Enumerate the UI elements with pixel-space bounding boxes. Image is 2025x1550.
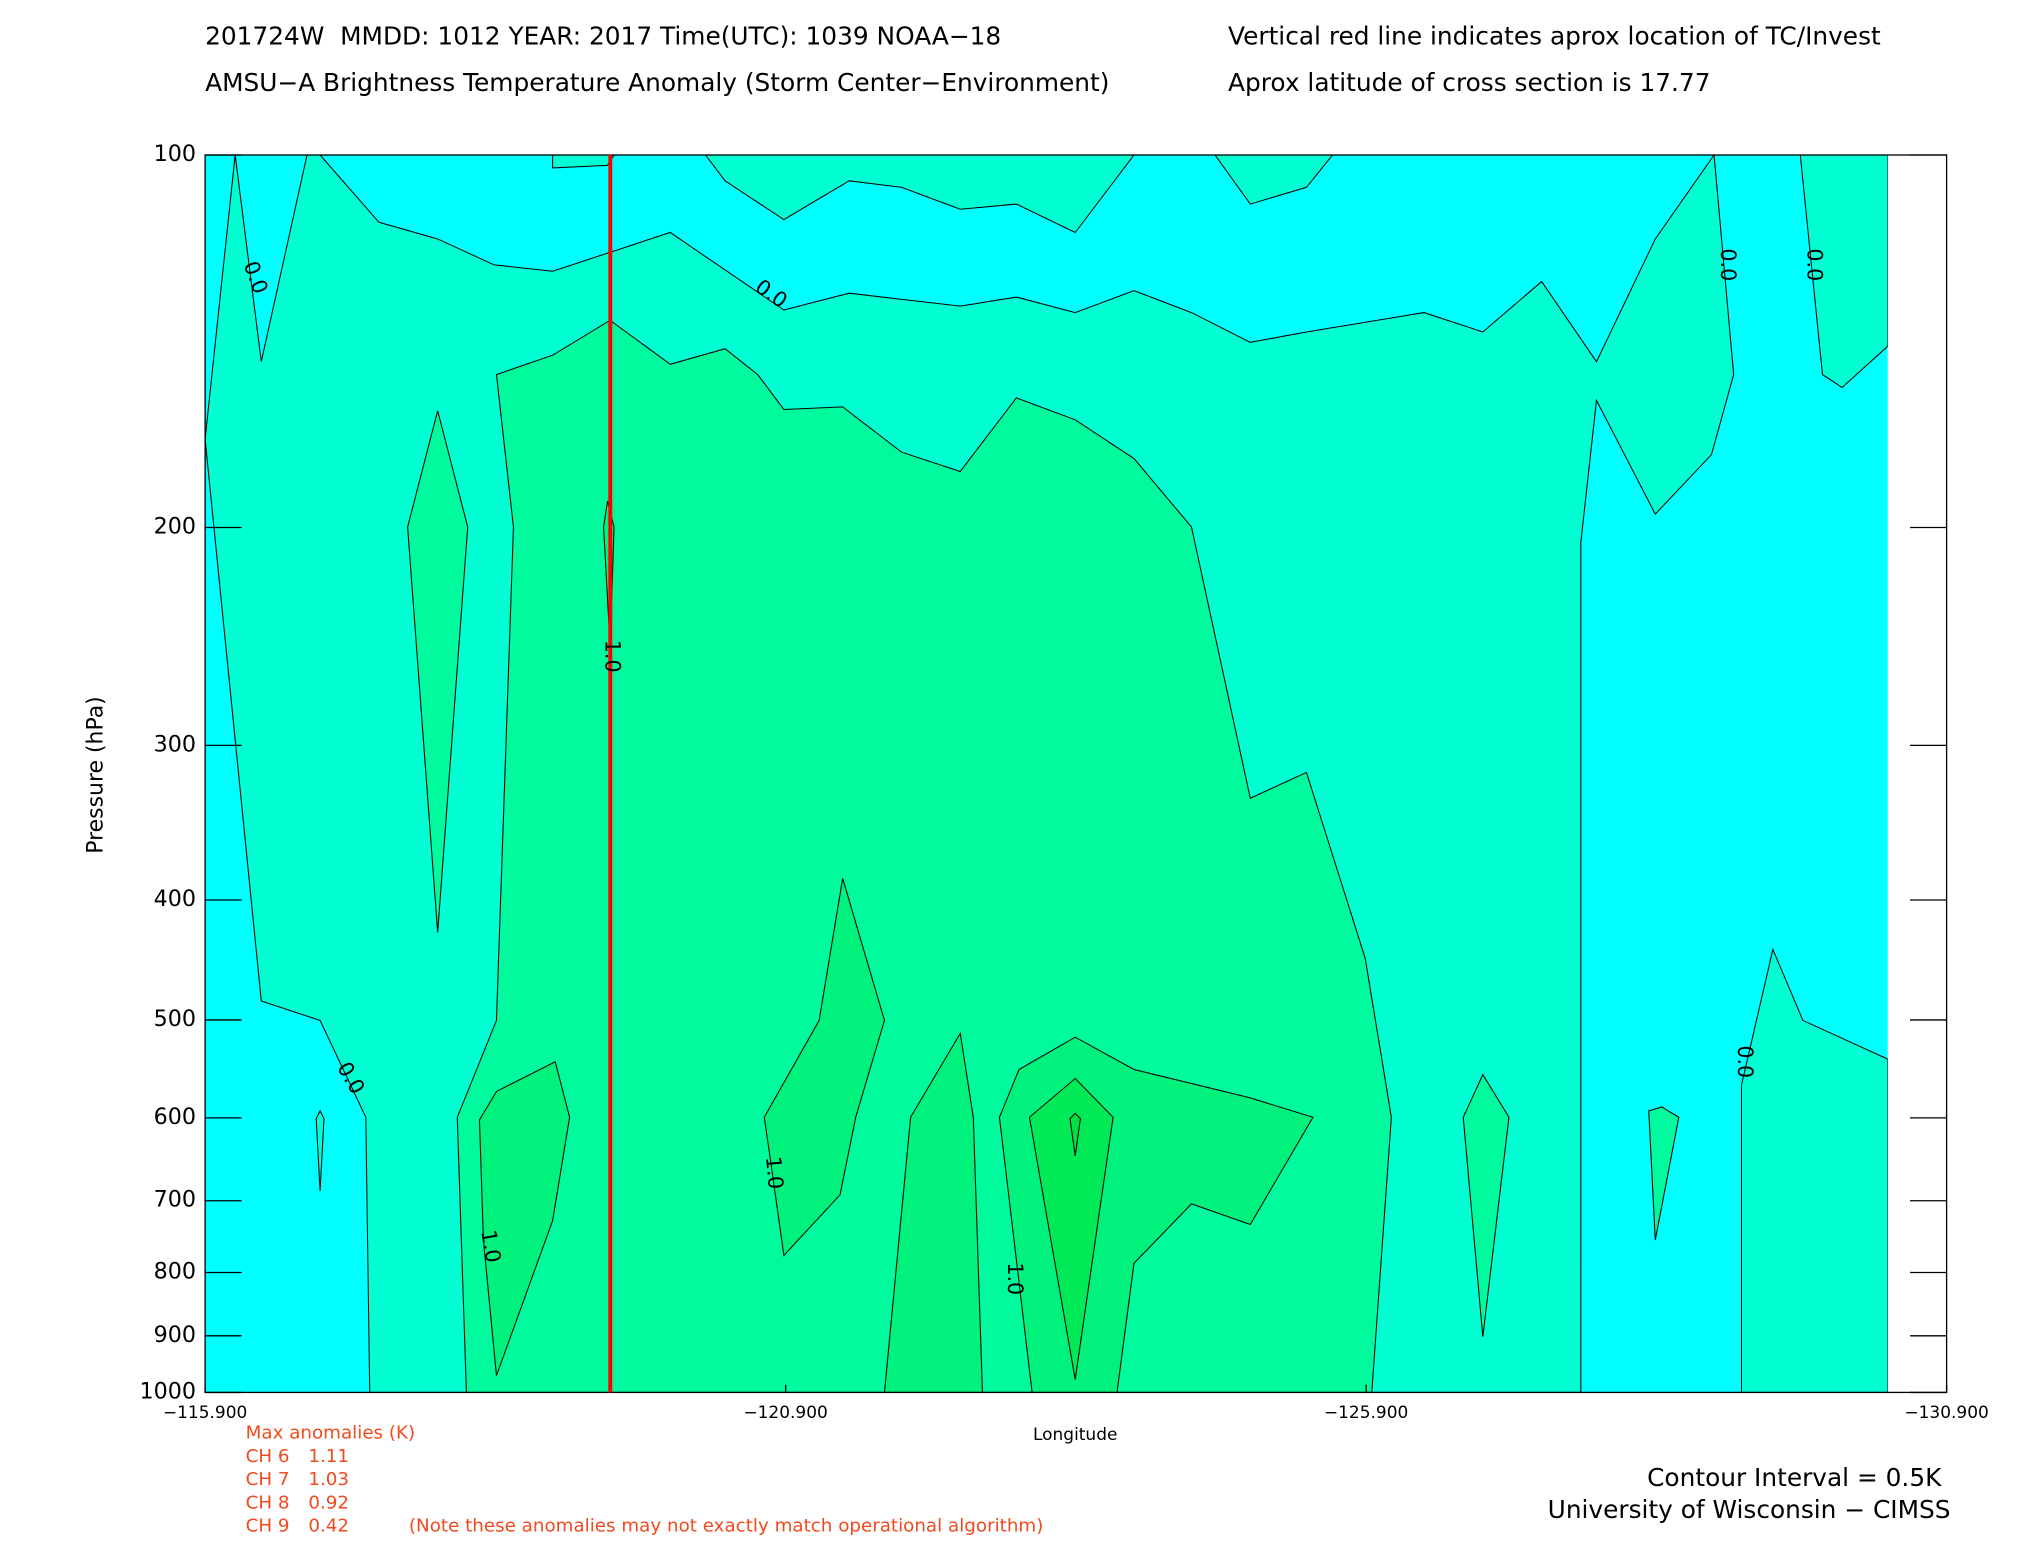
contour-interval: Contour Interval = 0.5K bbox=[1647, 1463, 1942, 1492]
y-tick-label: 500 bbox=[154, 1007, 196, 1032]
subtitle-left: AMSU−A Brightness Temperature Anomaly (S… bbox=[205, 68, 1109, 97]
anomaly-value: 0.92 bbox=[308, 1493, 349, 1514]
anomaly-channel: CH 7 bbox=[246, 1469, 290, 1490]
y-tick-label: 1000 bbox=[139, 1379, 196, 1404]
contour-fill bbox=[407, 410, 469, 933]
contour-fill bbox=[1648, 1106, 1680, 1241]
contour-label: 0.0 bbox=[1733, 1045, 1757, 1078]
anomaly-value: 1.11 bbox=[308, 1446, 349, 1467]
contour-fill bbox=[883, 1031, 983, 1393]
contour-fill bbox=[1462, 1073, 1510, 1337]
subtitle-right: Aprox latitude of cross section is 17.77 bbox=[1228, 68, 1710, 97]
contour-fill bbox=[1028, 1077, 1114, 1380]
x-tick-label: −115.900 bbox=[163, 1402, 247, 1422]
x-tick-label: −130.900 bbox=[1904, 1402, 1988, 1422]
contour-fill bbox=[704, 155, 1135, 234]
y-tick-label: 600 bbox=[154, 1105, 196, 1130]
y-tick-label: 200 bbox=[154, 515, 196, 540]
anomaly-channel: CH 9 bbox=[246, 1516, 290, 1537]
contour-fill bbox=[315, 1109, 325, 1191]
anomaly-channel: CH 8 bbox=[246, 1493, 290, 1514]
anomaly-channel: CH 6 bbox=[246, 1446, 290, 1467]
y-axis-label: Pressure (hPa) bbox=[84, 696, 109, 853]
y-tick-label: 100 bbox=[154, 142, 196, 167]
contour-fill bbox=[1799, 155, 1888, 389]
plot-frame bbox=[204, 154, 1948, 1394]
x-axis-label: Longitude bbox=[1033, 1424, 1117, 1444]
anomaly-note: (Note these anomalies may not exactly ma… bbox=[409, 1516, 1043, 1537]
title-right: Vertical red line indicates aprox locati… bbox=[1228, 22, 1881, 51]
contour-fill bbox=[1214, 155, 1334, 205]
contour-label: 1.0 bbox=[476, 1228, 506, 1264]
contour-fill bbox=[1069, 1112, 1081, 1157]
y-tick-label: 900 bbox=[154, 1323, 196, 1348]
y-tick-label: 400 bbox=[154, 887, 196, 912]
anomaly-value: 0.42 bbox=[308, 1516, 349, 1537]
contour-label: 1.0 bbox=[761, 1155, 788, 1190]
y-tick-label: 300 bbox=[154, 732, 196, 757]
anomaly-value: 1.03 bbox=[308, 1469, 349, 1490]
x-tick-label: −120.900 bbox=[743, 1402, 827, 1422]
y-tick-label: 800 bbox=[154, 1260, 196, 1285]
contour-fill bbox=[478, 1060, 571, 1376]
contour-fill bbox=[763, 878, 886, 1257]
contour-label: 0.0 bbox=[1802, 248, 1826, 281]
x-tick-label: −125.900 bbox=[1324, 1402, 1408, 1422]
max-anomalies-title: Max anomalies (K) bbox=[246, 1423, 416, 1444]
contour-fill bbox=[552, 155, 615, 169]
contour-field bbox=[205, 155, 1888, 1393]
contour-label: 1.0 bbox=[600, 640, 624, 673]
title-left: 201724W MMDD: 1012 YEAR: 2017 Time(UTC):… bbox=[205, 22, 1001, 51]
credit: University of Wisconsin − CIMSS bbox=[1548, 1495, 1951, 1524]
y-tick-label: 700 bbox=[154, 1188, 196, 1213]
contour-label: 0.0 bbox=[1716, 248, 1740, 281]
contour-label: 1.0 bbox=[1003, 1262, 1027, 1295]
contour-fill bbox=[1740, 947, 1888, 1393]
